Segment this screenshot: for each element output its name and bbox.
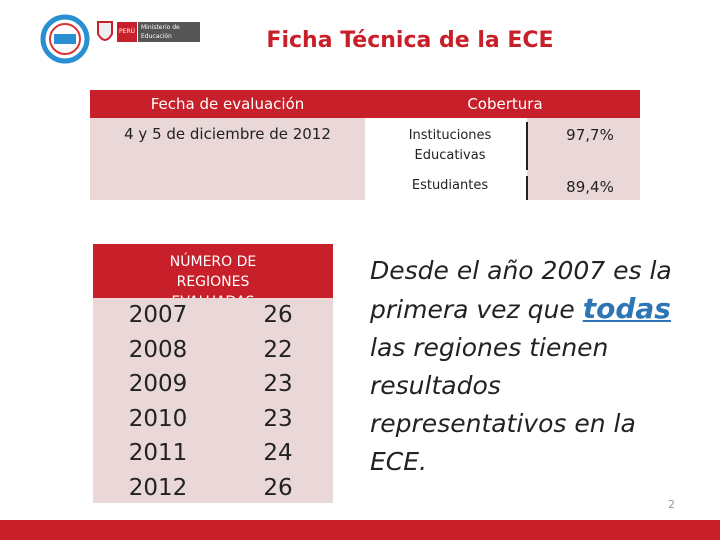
coverage-value: 89,4% [566,178,614,196]
slide-title: Ficha Técnica de la ECE [266,28,554,53]
statement-line: representativos en la [370,405,710,443]
region-count: 26 [263,474,293,501]
text: ECE. [370,447,427,476]
year: 2011 [128,440,188,466]
statement-line: primera vez que todas [370,290,710,329]
footer-bar [0,520,720,540]
statement-line: las regiones tienen [370,329,710,367]
statement-line: Desde el año 2007 es la [370,252,710,290]
ministry-box: Ministerio de Educación [138,22,200,42]
year: 2009 [128,371,188,397]
header-cell: Cobertura [467,95,543,113]
emblem [97,21,113,41]
table-header [90,90,640,118]
region-count: 23 [263,405,293,432]
text: las regiones tienen [370,333,609,362]
date-cell [90,118,365,200]
coverage-label: Instituciones Educativas [408,128,492,163]
text: resultados [370,371,501,400]
region-count: 22 [263,336,293,363]
text: representativos en la [370,409,636,438]
region-count: 23 [263,371,293,397]
text: Desde el año 2007 es la [370,256,672,285]
coverage-label: Estudiantes [411,178,489,193]
regions-body: 2007 26 2008 22 2009 23 2010 23 2011 24 2012 26 [93,298,333,503]
region-count: 24 [263,440,293,466]
coverage-value: 97,7% [566,126,614,144]
year: 2012 [128,474,188,501]
year: 2010 [128,405,188,432]
region-count: 26 [263,302,293,328]
statement: Desde el año 2007 es la primera vez que to… [370,252,710,481]
header-cell: Fecha de evaluación [150,95,305,113]
value-cell [527,118,640,200]
year: 2008 [128,336,188,363]
statement-line: resultados [370,367,710,405]
statement-line: ECE. [370,443,710,481]
logo-circle [40,14,90,64]
regions-header: NÚMERO DE REGIONES EVALUADAS [93,244,333,310]
divider [526,176,528,200]
year: 2007 [128,302,188,328]
highlight: todas [582,292,671,325]
country-box: PERÚ [117,22,137,42]
text: primera vez que [370,295,575,324]
date-text: 4 y 5 de diciembre de 2012 [124,125,331,143]
page-number: 2 [668,498,675,511]
divider [526,122,528,170]
